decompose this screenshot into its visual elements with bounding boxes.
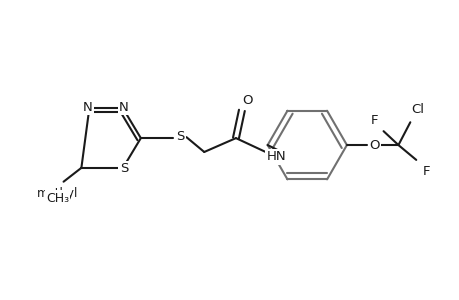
Text: methyl: methyl (37, 187, 78, 200)
Text: F: F (370, 114, 378, 127)
Text: S: S (176, 130, 184, 142)
Text: HN: HN (266, 150, 286, 164)
Text: O: O (369, 139, 379, 152)
Text: N: N (119, 101, 129, 114)
Text: N: N (82, 101, 92, 114)
Text: CH₃: CH₃ (46, 192, 69, 205)
Text: F: F (421, 165, 429, 178)
Text: O: O (242, 94, 252, 107)
Text: S: S (119, 162, 128, 175)
Text: Cl: Cl (410, 103, 423, 116)
